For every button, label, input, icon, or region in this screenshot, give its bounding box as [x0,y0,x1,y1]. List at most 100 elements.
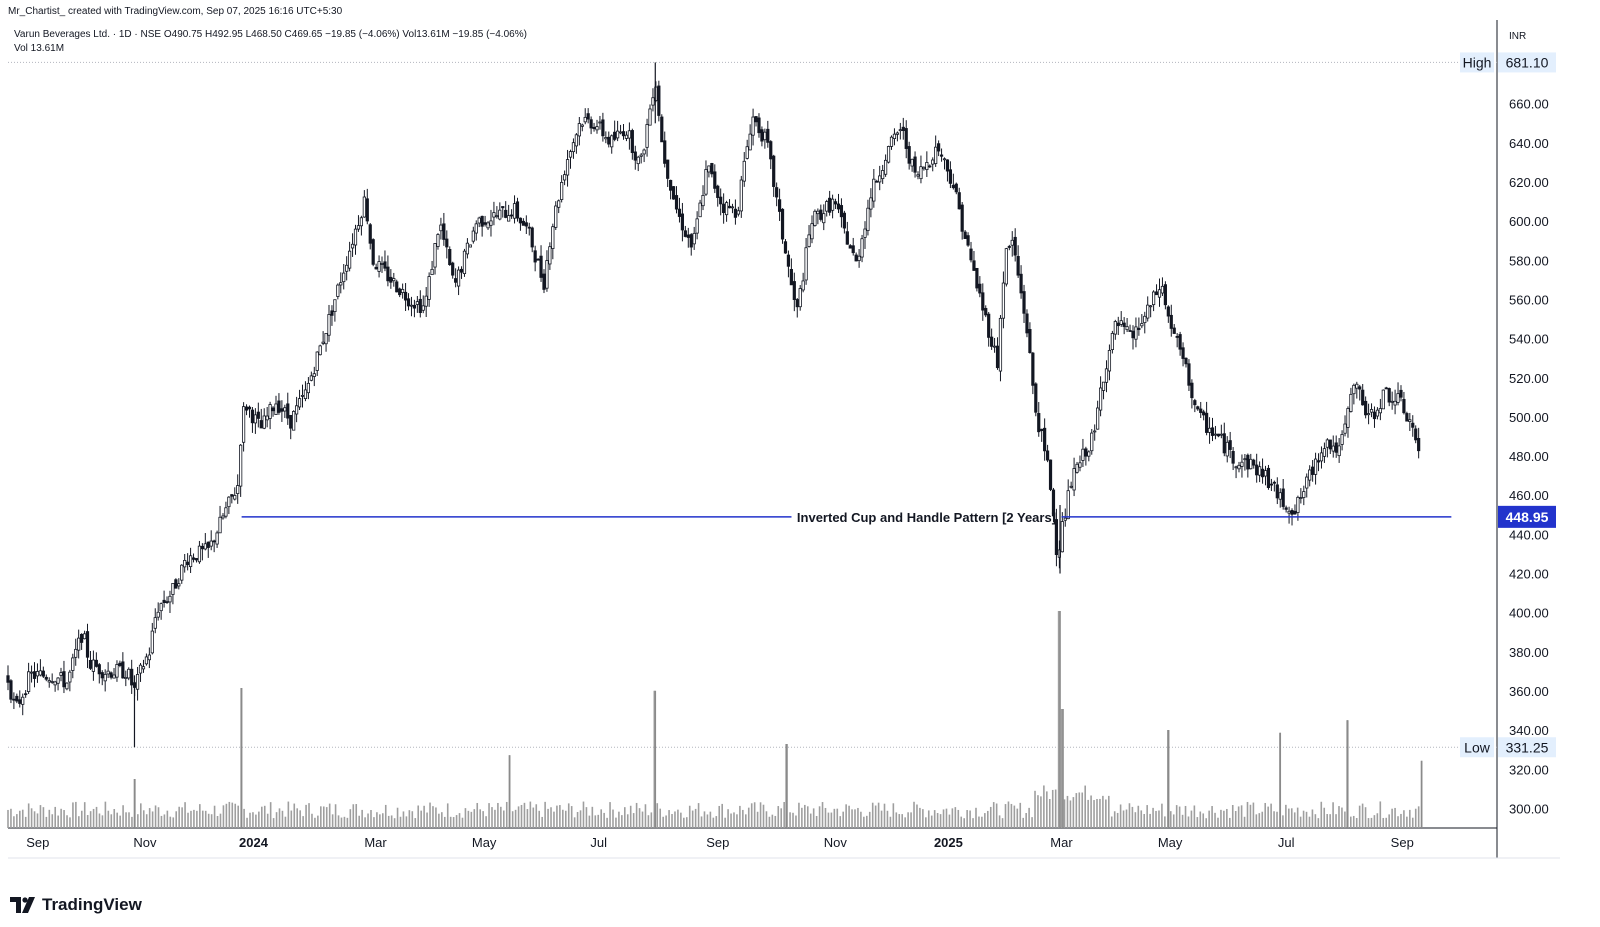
candle-up [1381,389,1385,410]
candle-up [241,406,246,443]
candle-up [197,545,202,563]
candle-down [1187,363,1191,386]
candle-down [783,241,788,254]
candle-up [910,158,914,167]
candle-down [789,268,793,286]
tradingview-brand[interactable]: TradingView [10,895,142,915]
candle-up [922,166,926,170]
candle-up [1072,468,1076,491]
candle-up [112,674,116,679]
candle-down [592,126,596,130]
candle-up [315,351,319,371]
candle-up [1098,387,1103,411]
candle-up [942,158,947,161]
candle-up [274,403,278,415]
candle-up [424,295,428,307]
candle-up [580,124,584,127]
candle-down [901,126,905,131]
candle-up [1313,458,1318,475]
candle-up [618,131,623,134]
candle-up [822,213,826,224]
candle-up [1299,497,1303,500]
x-tick-label: Jul [1278,835,1295,850]
candle-up [1278,492,1282,500]
candle-up [103,673,107,682]
candle-up [153,617,157,629]
candle-up [156,611,160,618]
candle-up [21,696,25,705]
candle-down [130,668,134,686]
candle-up [1319,452,1324,462]
candle-down [792,281,796,300]
y-tick-label: 440.00 [1509,527,1549,542]
candle-down [1128,330,1132,332]
candle-up [262,415,266,429]
candle-up [595,126,599,131]
candle-down [191,557,196,560]
candle-down [1316,460,1321,463]
candle-up [159,603,163,612]
candle-down [621,131,626,137]
x-tick-label: Nov [824,835,848,850]
candle-down [907,146,911,164]
candle-up [188,555,193,568]
candle-up [724,202,729,216]
high-marker-label: High [1463,54,1492,70]
candle-up [568,151,573,158]
candle-up [866,207,870,231]
y-tick-label: 560.00 [1509,292,1549,307]
y-tick-label: 520.00 [1509,371,1549,386]
candle-down [875,180,879,183]
candle-up [74,648,78,658]
candle-down [1272,481,1276,484]
y-tick-label: 320.00 [1509,762,1549,777]
candle-down [256,411,260,419]
candle-down [851,245,855,254]
candle-down [987,313,991,338]
candle-up [624,134,629,139]
candle-down [539,255,543,278]
candle-down [954,183,958,193]
candle-up [345,264,349,272]
low-marker-bg [1460,737,1494,758]
candle-down [1202,411,1206,416]
candle-down [1166,306,1170,317]
candle-up [147,654,151,661]
candle-down [97,664,101,675]
x-tick-label: Mar [364,835,387,850]
symbol-legend: Varun Beverages Ltd. · 1D · NSE O490.75 … [14,28,527,56]
candle-down [85,631,90,658]
candle-up [739,179,743,212]
candle-up [869,197,873,210]
candle-down [88,660,93,669]
candle-up [177,583,181,587]
candle-up [350,243,355,249]
candle-up [353,228,358,246]
support-price-badge [1498,505,1556,528]
candle-up [135,674,140,690]
candle-up [548,246,552,265]
candle-down [975,267,979,289]
candle-up [144,656,149,665]
candle-down [710,163,714,175]
candle-down [966,235,970,246]
x-tick-label: Jul [590,835,607,850]
candle-down [939,154,944,157]
candle-down [981,292,985,311]
candle-up [309,375,313,381]
tradingview-brand-label: TradingView [42,895,142,914]
candle-down [418,298,422,314]
candle-up [292,411,296,431]
candle-up [312,373,316,377]
candle-down [948,169,953,184]
candle-down [1246,454,1250,470]
candle-up [82,633,87,640]
candle-up [512,203,517,219]
candle-up [825,201,829,212]
candle-up [831,198,835,211]
candle-down [18,699,22,704]
candle-down [957,192,961,210]
candle-down [1169,314,1173,329]
candle-up [813,210,817,226]
